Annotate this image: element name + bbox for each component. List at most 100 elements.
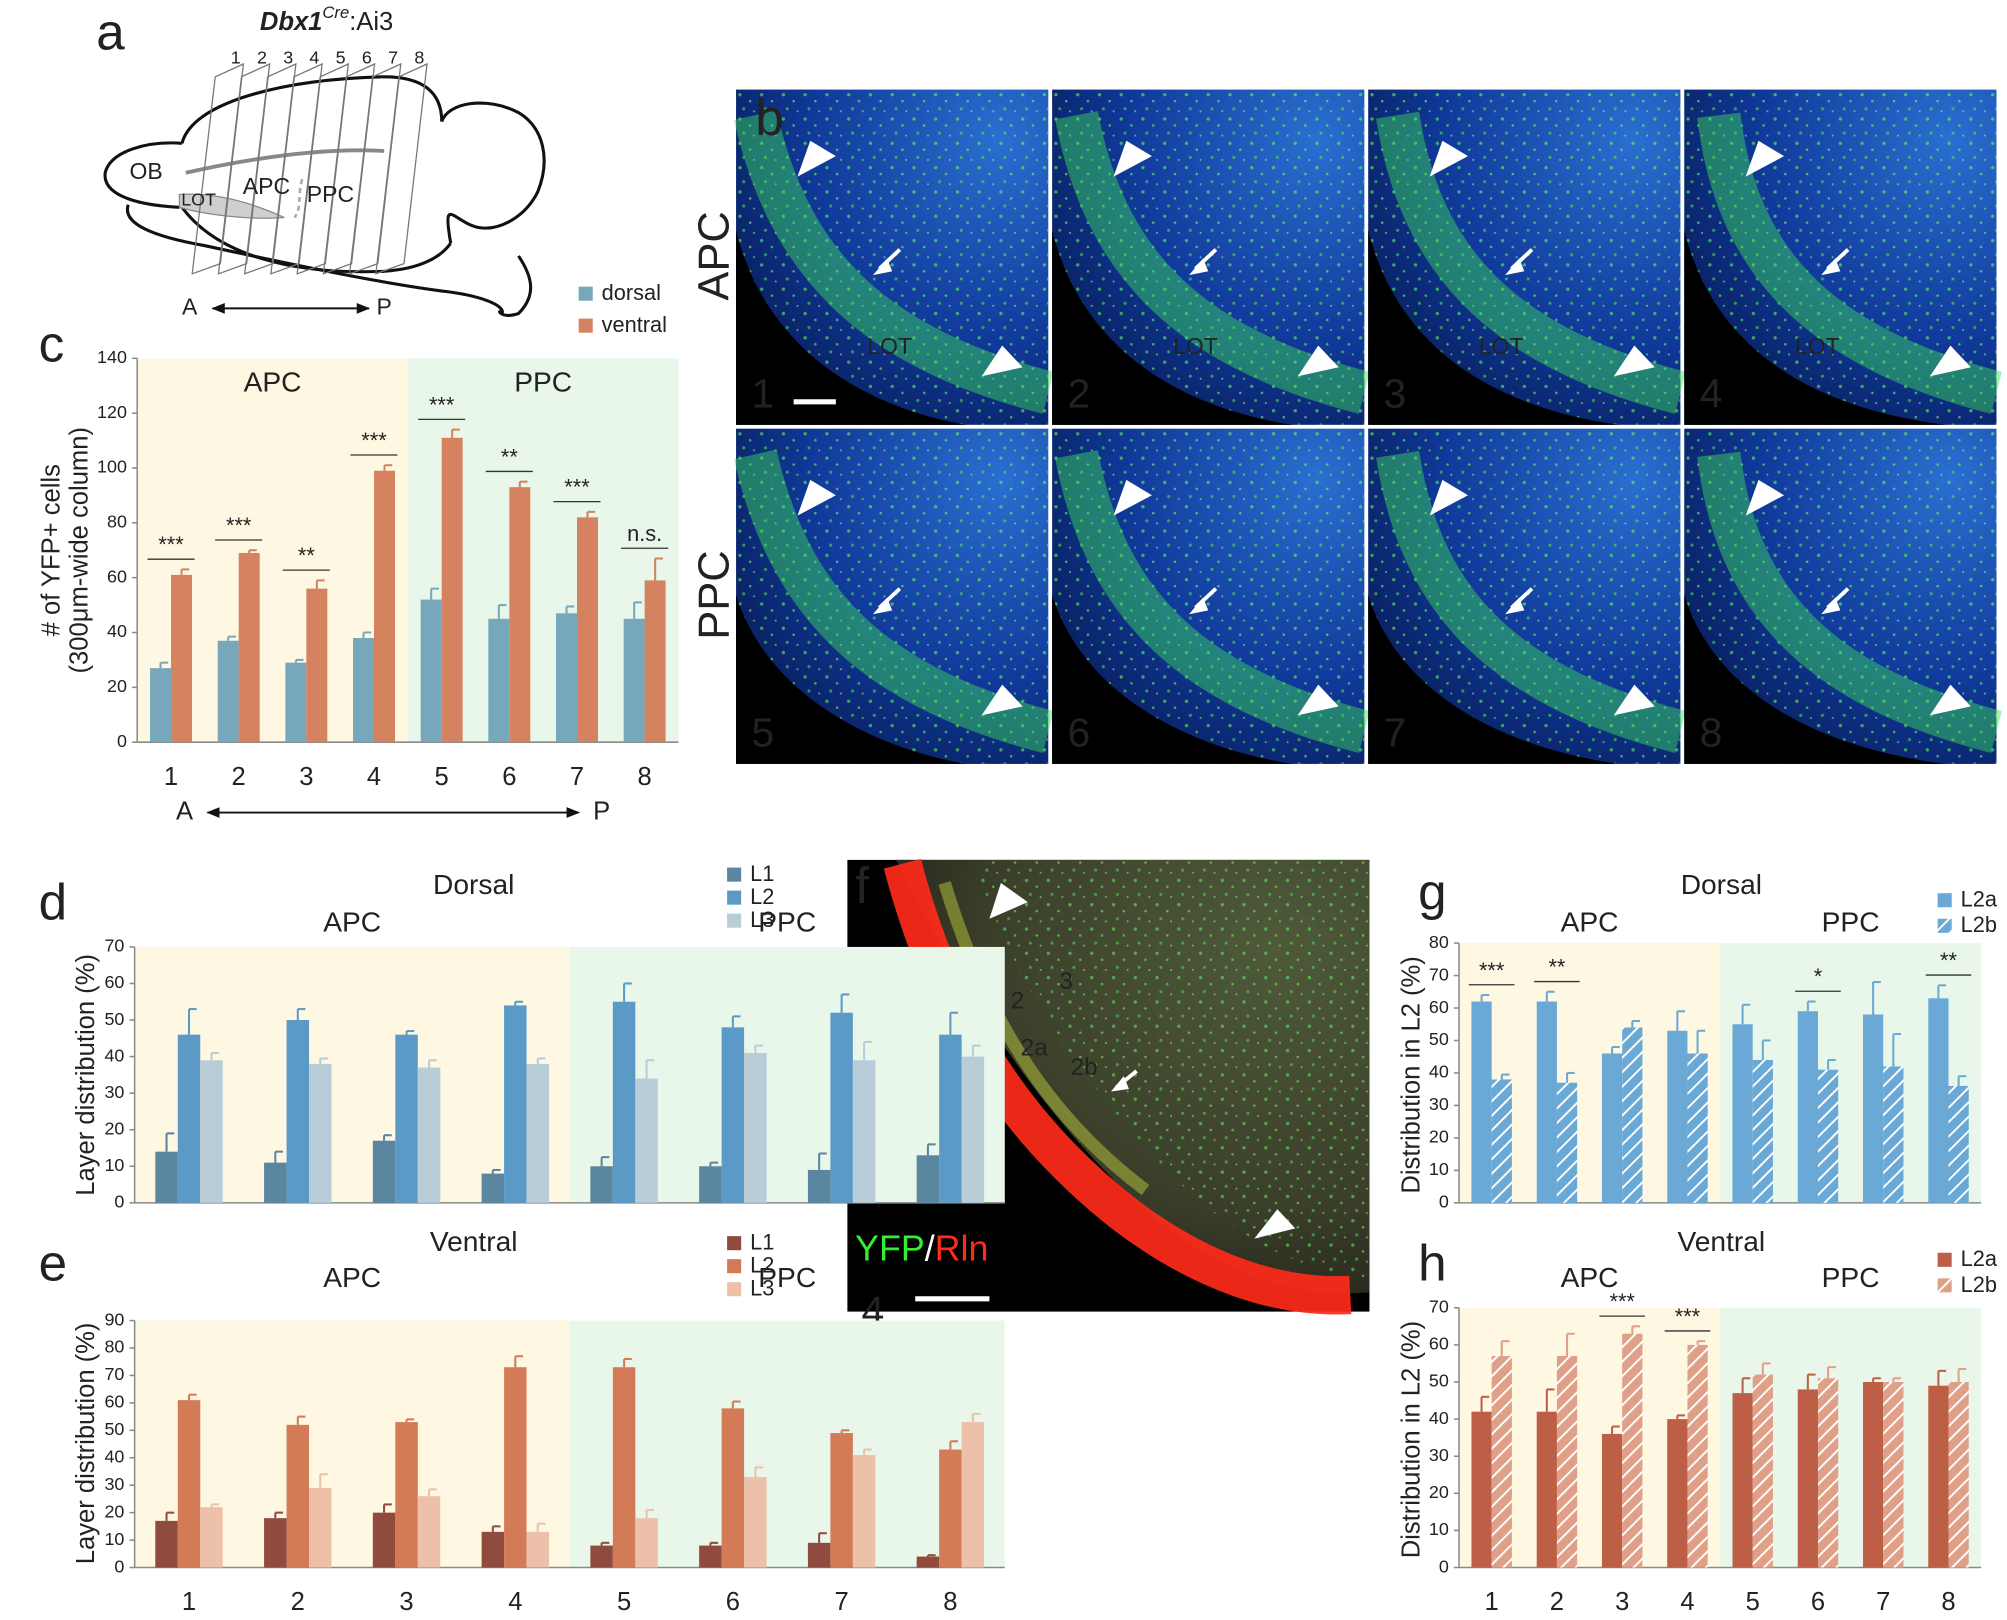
y-axis-label: Distribution in L2 (%)	[1398, 1321, 1426, 1558]
slice	[348, 62, 402, 275]
stain-green: YFP	[855, 1229, 925, 1269]
arrow-head	[1110, 1076, 1129, 1092]
y-tick-label: 10	[1429, 1159, 1449, 1179]
panel-label: g	[1418, 863, 1446, 920]
structure-label: OB	[130, 158, 163, 184]
green-layer	[1055, 450, 1370, 754]
x-tick-label: 5	[1746, 1588, 1760, 1616]
stain-red: Rln	[935, 1229, 989, 1269]
legend-swatch	[1937, 1278, 1952, 1293]
x-tick-label: 3	[1615, 1588, 1629, 1616]
bar	[504, 1005, 527, 1203]
x-tick-label: 6	[726, 1588, 740, 1616]
bar	[395, 1034, 418, 1203]
bar	[1752, 1374, 1773, 1568]
y-tick-label: 80	[107, 512, 127, 532]
legend-swatch	[727, 867, 742, 882]
bar	[1883, 1066, 1904, 1203]
charts: APC PPC c # of YFP+ cells (300μm-wide column…	[38, 280, 1998, 1616]
y-tick-label: 70	[104, 1364, 124, 1384]
bar	[200, 1060, 223, 1203]
bar	[177, 1034, 201, 1203]
panel-label: d	[39, 873, 67, 930]
arrow-head	[872, 597, 893, 615]
x-tick-label: 1	[164, 763, 178, 791]
title-rest: :Ai3	[349, 8, 393, 36]
bar	[1732, 1024, 1753, 1203]
y-tick-label: 100	[97, 457, 127, 477]
significance-label: ***	[158, 532, 184, 557]
region-label: APC	[1561, 906, 1619, 937]
y-tick-label: 60	[1429, 1334, 1449, 1354]
arrow-head	[1821, 258, 1841, 276]
x-tick-label: 3	[399, 1588, 413, 1616]
y-tick-label: 30	[1429, 1445, 1449, 1465]
diagram: a Dbx1Cre:Ai3 1 2 3 4 5 6 7 8 OB LOT APC PPC A P	[96, 3, 546, 319]
stain-sep: /	[925, 1229, 935, 1269]
y-tick-label: 50	[1429, 1029, 1449, 1049]
bar	[1817, 1069, 1839, 1203]
arrowhead	[1613, 345, 1655, 377]
y-tick-label: 10	[1429, 1519, 1449, 1539]
bar	[488, 618, 510, 743]
slice-number: 6	[362, 48, 372, 68]
structure-label: LOT	[181, 190, 216, 210]
cerebellum	[440, 101, 546, 317]
legend-label: L3	[750, 1276, 774, 1301]
bar	[285, 662, 307, 743]
x-tick-label: 5	[617, 1588, 631, 1616]
tract-label: LOT	[1795, 333, 1840, 359]
bar	[830, 1433, 853, 1568]
bar	[916, 1155, 940, 1203]
layer-label: 2	[1011, 987, 1025, 1014]
significance-label: ***	[429, 392, 455, 417]
green-layer	[734, 449, 1054, 754]
micrographs: 1 LOT 2 LOT 3 LOT 4 LOT 5 6 7 8 b APC PPC	[690, 89, 2002, 764]
arrowhead	[1613, 684, 1655, 716]
legend-label: L2a	[1961, 887, 1998, 912]
legend-label: L2a	[1961, 1246, 1998, 1271]
bar	[1536, 1001, 1557, 1203]
chart: APC PPC e Ventral Layer distribution (%) 0 10 2…	[39, 1226, 1005, 1616]
y-tick-label: 0	[117, 731, 127, 751]
green-layer	[1697, 451, 2002, 754]
x-tick-label: 1	[1485, 1588, 1499, 1616]
slice-number: 8	[414, 48, 424, 68]
micrograph: 6	[1052, 428, 1370, 764]
bar	[576, 517, 598, 743]
chart: APC PPC c # of YFP+ cells (300μm-wide column…	[38, 280, 679, 825]
bar	[420, 599, 442, 743]
y-tick-label: 30	[104, 1082, 124, 1102]
y-tick-label: 40	[1429, 1408, 1449, 1428]
y-tick-label: 0	[114, 1556, 124, 1576]
legend-swatch	[1937, 918, 1952, 933]
bar	[744, 1476, 767, 1568]
bar	[1948, 1085, 1969, 1203]
legend-label: L2	[750, 1253, 774, 1278]
section-number: 8	[1700, 710, 1723, 756]
chart-title: Ventral	[430, 1226, 518, 1257]
bar	[635, 1078, 658, 1203]
slice	[375, 62, 428, 275]
bar	[481, 1531, 505, 1568]
y-tick-label: 10	[104, 1155, 124, 1175]
y-tick-label: 90	[104, 1309, 124, 1329]
significance-label: ***	[564, 475, 590, 500]
panel-label: b	[755, 89, 783, 146]
bar	[1491, 1356, 1512, 1568]
region-label: APC	[244, 366, 302, 397]
arrow-head	[1505, 597, 1525, 615]
section-number: 2	[1067, 370, 1090, 416]
arrow-head	[872, 258, 893, 276]
bar	[441, 437, 463, 743]
y-tick-label: 80	[1429, 932, 1449, 952]
outside	[1052, 595, 1293, 764]
y-tick-label: 30	[1429, 1094, 1449, 1114]
y-tick-label: 30	[104, 1474, 124, 1494]
bar	[1622, 1027, 1643, 1203]
chart: APC PPC d Dorsal Layer distribution (%) 0 10 20…	[39, 861, 1005, 1212]
bar	[264, 1518, 287, 1568]
arrowhead	[989, 882, 1028, 919]
x-end-label: P	[593, 797, 610, 825]
